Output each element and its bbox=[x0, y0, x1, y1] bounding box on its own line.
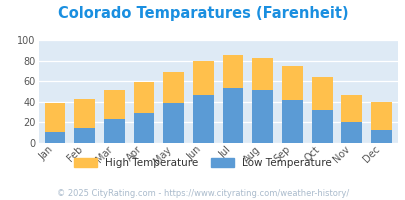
Bar bbox=[311, 77, 332, 110]
Bar bbox=[192, 61, 213, 95]
Bar bbox=[281, 100, 302, 143]
Bar bbox=[252, 90, 273, 143]
Legend: High Temperature, Low Temperature: High Temperature, Low Temperature bbox=[74, 158, 331, 168]
Bar bbox=[281, 66, 302, 100]
Text: Colorado Temparatures (Farenheit): Colorado Temparatures (Farenheit) bbox=[58, 6, 347, 21]
Bar bbox=[311, 110, 332, 143]
Bar bbox=[192, 95, 213, 143]
Bar bbox=[133, 113, 154, 143]
Bar bbox=[163, 72, 183, 103]
Bar bbox=[74, 128, 95, 143]
Bar bbox=[341, 95, 361, 122]
Bar bbox=[222, 55, 243, 88]
Bar bbox=[133, 82, 154, 113]
Bar bbox=[104, 90, 124, 119]
Bar bbox=[370, 102, 391, 130]
Bar bbox=[45, 132, 65, 143]
Bar bbox=[45, 103, 65, 132]
Bar bbox=[163, 103, 183, 143]
Bar bbox=[252, 58, 273, 90]
Bar bbox=[104, 119, 124, 143]
Text: © 2025 CityRating.com - https://www.cityrating.com/weather-history/: © 2025 CityRating.com - https://www.city… bbox=[57, 189, 348, 198]
Bar bbox=[370, 130, 391, 143]
Bar bbox=[341, 122, 361, 143]
Bar bbox=[74, 99, 95, 128]
Bar bbox=[222, 88, 243, 143]
